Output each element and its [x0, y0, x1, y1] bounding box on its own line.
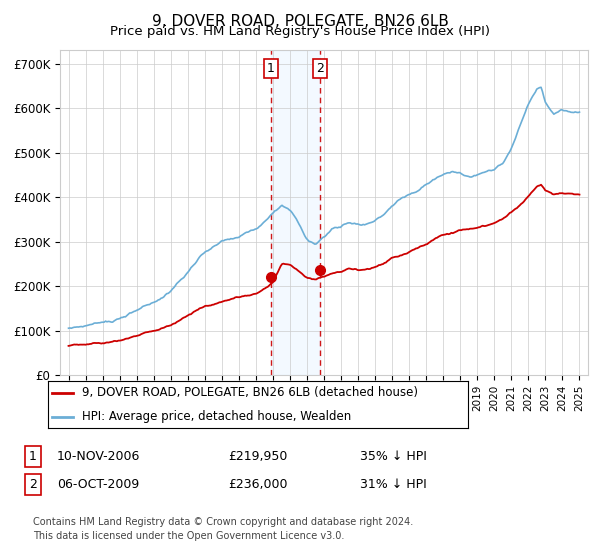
Text: HPI: Average price, detached house, Wealden: HPI: Average price, detached house, Weal… [82, 410, 351, 423]
Text: 1: 1 [267, 62, 275, 74]
Text: 1: 1 [29, 450, 37, 463]
Text: 10-NOV-2006: 10-NOV-2006 [57, 450, 140, 463]
Text: 2: 2 [29, 478, 37, 491]
Text: 2: 2 [316, 62, 324, 74]
Text: Price paid vs. HM Land Registry's House Price Index (HPI): Price paid vs. HM Land Registry's House … [110, 25, 490, 38]
Text: £219,950: £219,950 [228, 450, 287, 463]
Text: 9, DOVER ROAD, POLEGATE, BN26 6LB (detached house): 9, DOVER ROAD, POLEGATE, BN26 6LB (detac… [82, 386, 418, 399]
Bar [271, 50, 320, 375]
Text: £236,000: £236,000 [228, 478, 287, 491]
Text: 9, DOVER ROAD, POLEGATE, BN26 6LB: 9, DOVER ROAD, POLEGATE, BN26 6LB [152, 14, 448, 29]
Text: Contains HM Land Registry data © Crown copyright and database right 2024.: Contains HM Land Registry data © Crown c… [33, 517, 413, 527]
Text: 31% ↓ HPI: 31% ↓ HPI [360, 478, 427, 491]
Text: 35% ↓ HPI: 35% ↓ HPI [360, 450, 427, 463]
Text: This data is licensed under the Open Government Licence v3.0.: This data is licensed under the Open Gov… [33, 531, 344, 541]
Text: 06-OCT-2009: 06-OCT-2009 [57, 478, 139, 491]
